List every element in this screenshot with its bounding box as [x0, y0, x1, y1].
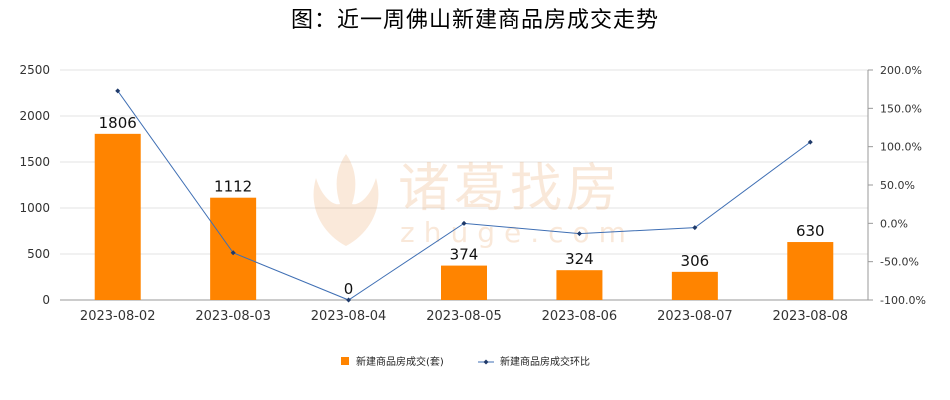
bar-data-label: 324	[565, 250, 594, 268]
y-right-tick-label: 200.0%	[880, 64, 922, 77]
y-left-tick-label: 1500	[19, 155, 50, 169]
y-right-tick-label: -100.0%	[880, 294, 926, 307]
x-tick-label: 2023-08-02	[80, 309, 156, 324]
x-tick-label: 2023-08-03	[195, 309, 271, 324]
bar	[671, 271, 718, 300]
bar	[210, 197, 257, 300]
y-left-tick-label: 0	[42, 293, 50, 307]
y-right-tick-label: 50.0%	[880, 179, 915, 192]
y-right-tick-label: 0.0%	[880, 217, 908, 230]
x-tick-label: 2023-08-07	[657, 309, 733, 324]
line-point	[346, 297, 352, 303]
line-point	[692, 225, 698, 231]
x-tick-label: 2023-08-06	[542, 309, 618, 324]
y-left-tick-label: 2500	[19, 63, 50, 77]
y-left-tick-label: 1000	[19, 201, 50, 215]
legend-bar-label: 新建商品房成交(套)	[356, 355, 444, 368]
line-point	[807, 139, 813, 145]
bar-data-label: 306	[681, 252, 710, 270]
bar-data-label: 630	[796, 222, 825, 240]
bar	[556, 270, 603, 300]
bar-data-label: 1112	[214, 178, 252, 196]
watermark-name: 诸葛找房	[398, 159, 622, 219]
line-point	[230, 250, 236, 256]
bar-data-label: 374	[450, 246, 479, 264]
line-point	[576, 231, 582, 237]
y-right-tick-label: -50.0%	[880, 256, 919, 269]
line-point	[115, 88, 121, 94]
watermark-logo-icon	[313, 154, 379, 246]
bar-data-label: 1806	[99, 114, 137, 132]
x-tick-label: 2023-08-04	[311, 309, 387, 324]
y-right-tick-label: 150.0%	[880, 102, 922, 115]
line-point	[461, 220, 467, 226]
y-left-tick-label: 2000	[19, 109, 50, 123]
watermark-domain: zhuge.com	[400, 216, 635, 249]
chart-title: 图：近一周佛山新建商品房成交走势	[290, 8, 659, 33]
y-right-tick-label: 100.0%	[880, 141, 922, 154]
bar	[787, 242, 834, 300]
x-tick-label: 2023-08-08	[773, 309, 849, 324]
x-tick-label: 2023-08-05	[426, 309, 502, 324]
bar	[441, 265, 487, 300]
legend-line-label: 新建商品房成交环比	[500, 355, 590, 368]
legend-bar-swatch	[341, 357, 349, 365]
legend-line-marker	[483, 359, 489, 365]
bar	[94, 133, 141, 300]
y-left-tick-label: 500	[27, 247, 50, 261]
bar-data-label: 0	[344, 280, 354, 298]
